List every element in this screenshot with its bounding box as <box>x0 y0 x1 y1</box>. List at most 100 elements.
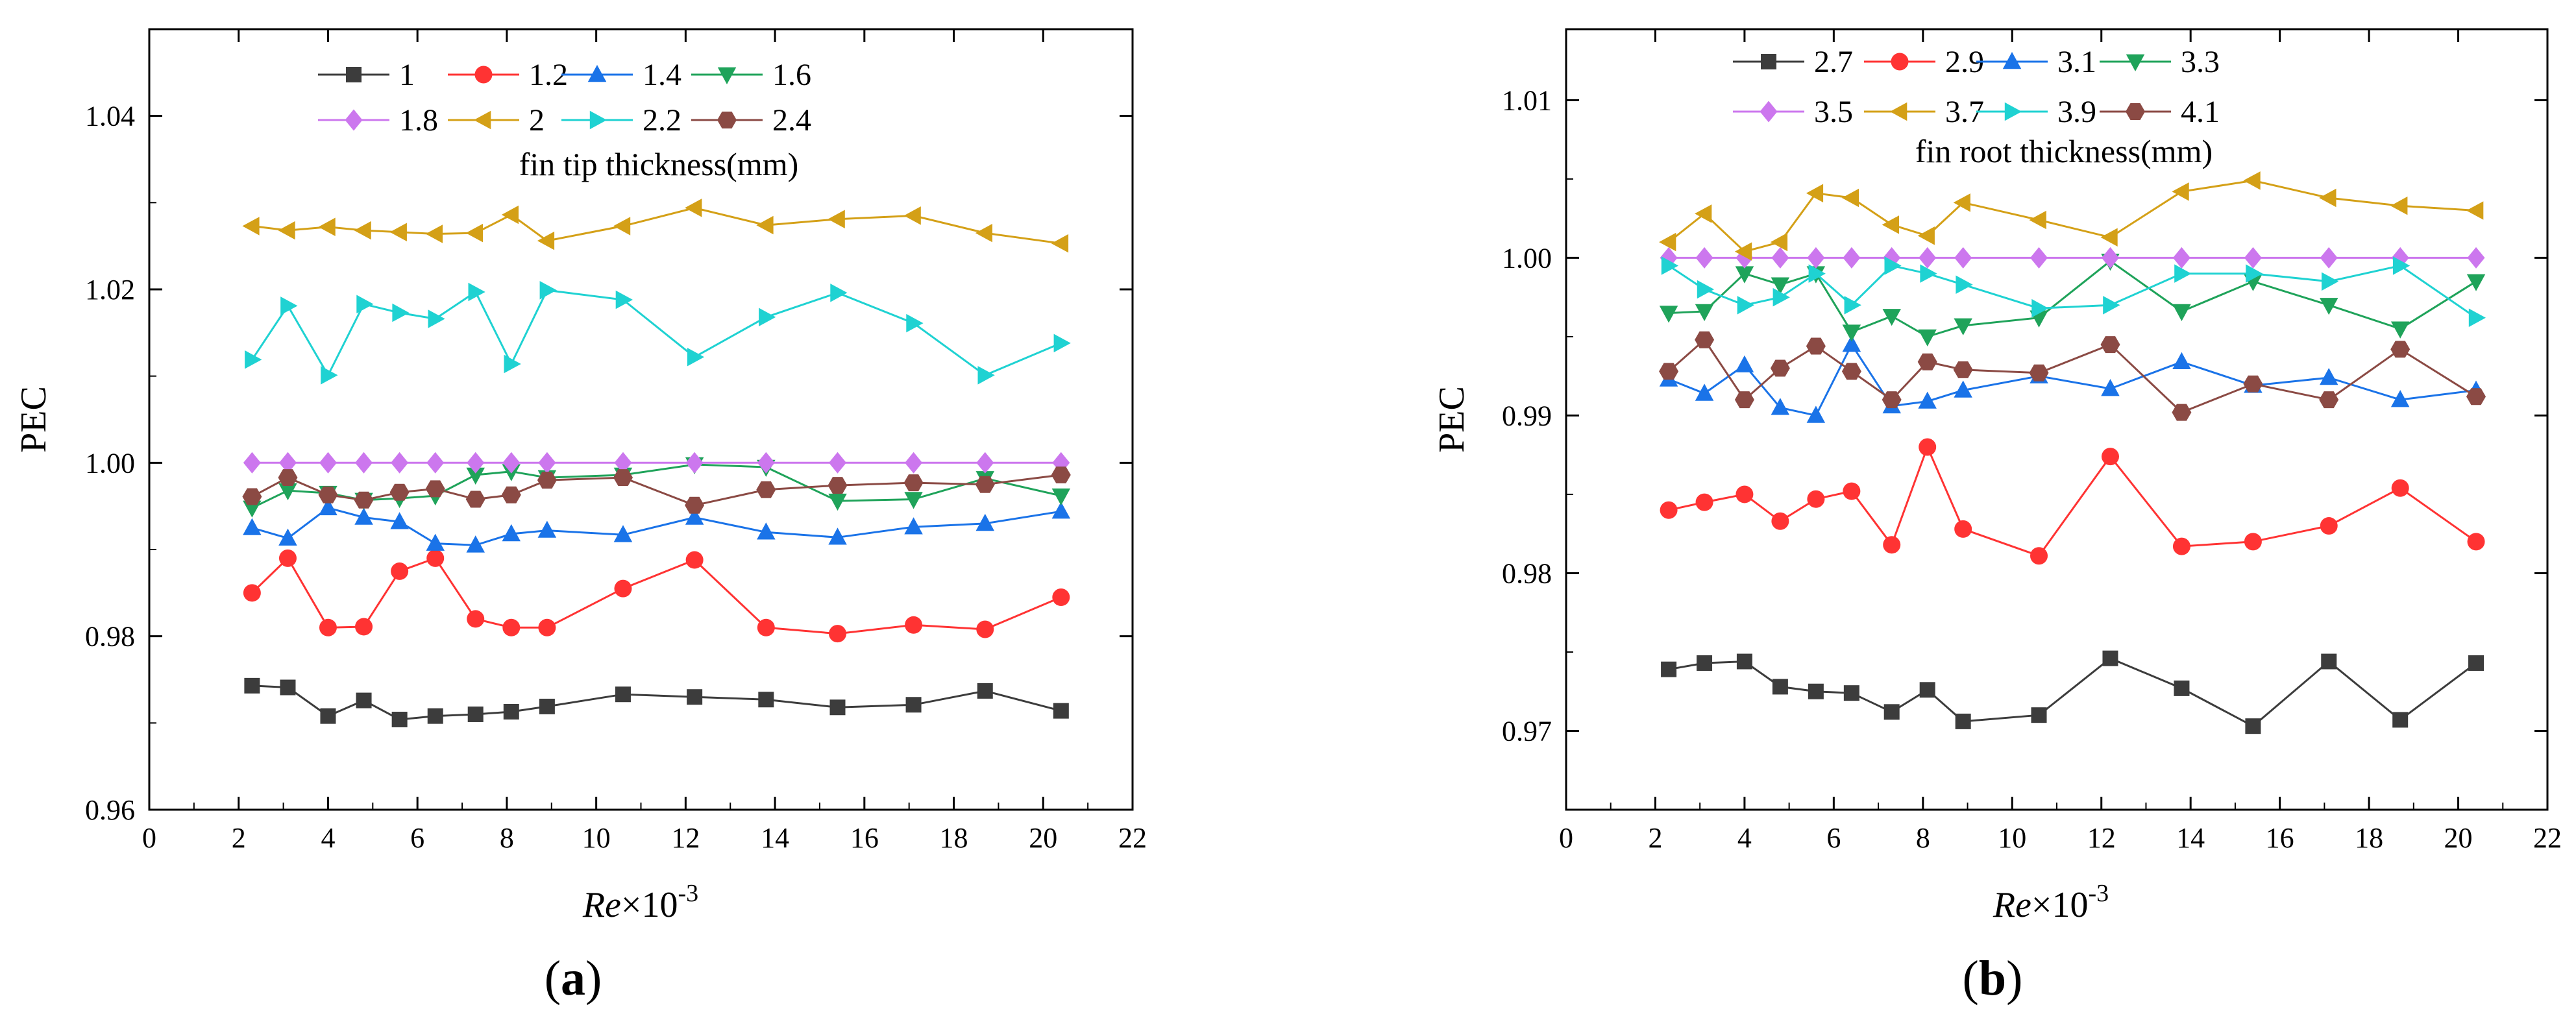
data-point-a-2 <box>318 217 336 236</box>
data-point-a-1.6 <box>278 483 297 501</box>
legend-title-a: fin tip thickness(mm) <box>519 146 799 182</box>
data-point-a-1.4 <box>1051 502 1071 519</box>
data-point-b-2.9 <box>2030 547 2048 565</box>
data-point-b-3.7 <box>1882 215 1899 234</box>
data-point-b-3.5 <box>1771 247 1789 269</box>
legend-label-b-3.1: 3.1 <box>2057 45 2096 79</box>
data-point-b-3.5 <box>2172 247 2190 269</box>
data-point-b-3.7 <box>1659 232 1676 252</box>
data-point-a-1.4 <box>278 528 297 546</box>
data-point-a-1.2 <box>614 579 632 598</box>
data-point-b-3.5 <box>2244 247 2262 269</box>
data-point-a-1.4 <box>537 520 557 538</box>
data-point-a-1.2 <box>467 610 485 628</box>
data-point-a-2 <box>756 215 774 235</box>
data-point-b-2.9 <box>1695 493 1713 511</box>
data-point-b-3.5 <box>1919 247 1937 269</box>
data-point-a-2.4 <box>756 481 776 498</box>
data-point-a-1.4 <box>685 507 704 525</box>
data-point-b-3.3 <box>1918 329 1937 346</box>
data-point-a-1 <box>905 697 922 713</box>
data-point-a-1.6 <box>1051 488 1071 506</box>
series-line-b-3.7 <box>1668 179 2477 253</box>
data-point-b-2.7 <box>1843 685 1859 701</box>
series-line-b-4.1 <box>1668 338 2477 414</box>
data-point-a-2.2 <box>830 284 848 302</box>
series-line-a-1.2 <box>251 556 1062 635</box>
legend-marker-b-3.3 <box>2126 54 2145 71</box>
data-point-b-3.9 <box>2174 264 2192 283</box>
data-point-a-2 <box>537 231 555 250</box>
data-point-a-1 <box>758 692 774 708</box>
x-tick-label-b: 16 <box>2266 822 2294 854</box>
legend-label-a-1.8: 1.8 <box>399 103 438 138</box>
data-point-a-1 <box>280 679 296 696</box>
data-point-a-2 <box>425 224 443 243</box>
x-tick-label-a: 4 <box>321 822 335 854</box>
data-point-b-3.9 <box>2468 308 2486 327</box>
x-tick-label-a: 10 <box>582 822 611 854</box>
x-tick-label-a: 6 <box>410 822 424 854</box>
data-point-b-2.9 <box>2101 448 2119 466</box>
data-point-a-1 <box>356 692 372 708</box>
x-tick-label-b: 6 <box>1826 822 1841 854</box>
legend-label-b-2.7: 2.7 <box>1814 45 1853 79</box>
data-point-b-3.9 <box>2322 272 2339 291</box>
data-point-a-2.4 <box>828 477 848 494</box>
data-point-b-3.7 <box>1806 184 1824 202</box>
x-axis-label-exp-a: -3 <box>678 880 699 907</box>
data-point-b-2.7 <box>1661 661 1677 677</box>
data-point-a-2 <box>975 223 992 243</box>
data-point-b-3.1 <box>1771 398 1790 415</box>
data-point-a-1.8 <box>467 452 485 474</box>
data-point-b-3.3 <box>1735 266 1754 284</box>
data-point-b-2.7 <box>2245 718 2261 734</box>
data-point-b-2.9 <box>2244 533 2262 551</box>
data-point-b-2.7 <box>1808 683 1824 699</box>
data-point-b-4.1 <box>1841 363 1861 380</box>
chart-panel-a: 0 2 4 6 8 10 12 14 16 18 20 220.960.981.001.021.04P… <box>14 28 1147 925</box>
data-point-a-1.2 <box>319 618 337 636</box>
x-tick-label-a: 0 <box>142 822 156 854</box>
x-tick-label-a: 12 <box>671 822 700 854</box>
data-point-a-1.4 <box>390 512 409 529</box>
data-point-b-3.7 <box>2172 182 2189 201</box>
data-point-b-3.1 <box>1918 391 1937 409</box>
legend-marker-a-2.2 <box>589 110 607 130</box>
data-point-b-3.5 <box>2030 247 2048 269</box>
data-point-a-2 <box>903 206 921 225</box>
data-point-a-2 <box>1051 234 1069 253</box>
series-line-a-2.4 <box>251 474 1061 507</box>
data-point-b-2.9 <box>1771 512 1789 530</box>
data-point-b-3.3 <box>1842 324 1861 342</box>
data-point-a-2.4 <box>278 469 298 486</box>
data-point-b-3.3 <box>2466 274 2486 291</box>
data-point-b-3.3 <box>1659 306 1678 323</box>
data-point-b-3.7 <box>2390 196 2408 215</box>
data-point-b-4.1 <box>2319 391 2339 409</box>
legend-label-a-1.6: 1.6 <box>772 58 811 92</box>
x-tick-label-b: 2 <box>1648 822 1662 854</box>
x-tick-label-b: 18 <box>2355 822 2383 854</box>
data-point-a-1.2 <box>502 618 521 636</box>
data-point-b-3.9 <box>2031 298 2049 318</box>
x-tick-label-a: 22 <box>1118 822 1147 854</box>
data-point-a-1 <box>467 706 484 722</box>
data-point-a-2.2 <box>356 295 374 313</box>
legend-marker-a-1.8 <box>345 109 363 131</box>
data-point-b-3.3 <box>1695 304 1714 321</box>
x-tick-label-a: 2 <box>232 822 246 854</box>
x-tick-label-b: 10 <box>1998 822 2026 854</box>
data-point-a-1.2 <box>757 618 775 636</box>
data-point-a-1.8 <box>905 452 923 474</box>
y-tick-label-a: 1.02 <box>85 274 135 306</box>
data-point-b-3.9 <box>1661 256 1679 275</box>
data-point-b-3.7 <box>2029 210 2046 230</box>
data-point-a-1.8 <box>757 452 775 474</box>
legend-marker-b-3.5 <box>1760 101 1778 123</box>
data-point-a-2 <box>242 217 260 236</box>
data-point-a-1.4 <box>319 498 337 516</box>
legend-marker-a-2.4 <box>717 112 737 128</box>
y-tick-label-a: 1.00 <box>85 447 135 479</box>
data-point-a-2.2 <box>280 297 298 315</box>
